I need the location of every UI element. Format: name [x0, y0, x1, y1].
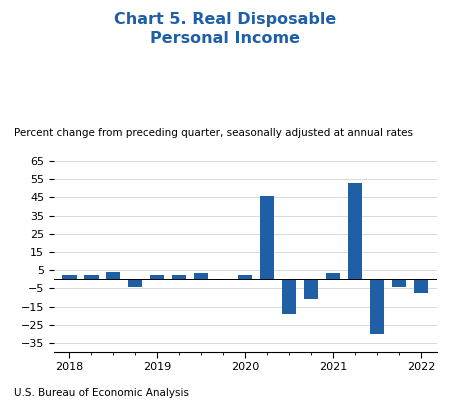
Bar [392, 279, 406, 288]
Bar [216, 279, 230, 280]
Bar [150, 275, 164, 279]
Text: U.S. Bureau of Economic Analysis: U.S. Bureau of Economic Analysis [14, 388, 189, 398]
Bar [304, 279, 318, 299]
Bar [348, 183, 362, 279]
Bar [194, 273, 208, 279]
Text: Chart 5. Real Disposable
Personal Income: Chart 5. Real Disposable Personal Income [114, 12, 336, 46]
Bar [62, 275, 77, 279]
Bar [128, 279, 143, 286]
Bar [370, 279, 384, 334]
Bar [238, 275, 252, 279]
Bar [282, 279, 297, 314]
Bar [260, 196, 274, 279]
Bar [326, 273, 340, 279]
Bar [172, 275, 186, 279]
Bar [106, 272, 121, 279]
Bar [414, 279, 428, 293]
Text: Percent change from preceding quarter, seasonally adjusted at annual rates: Percent change from preceding quarter, s… [14, 128, 413, 138]
Bar [84, 275, 99, 279]
